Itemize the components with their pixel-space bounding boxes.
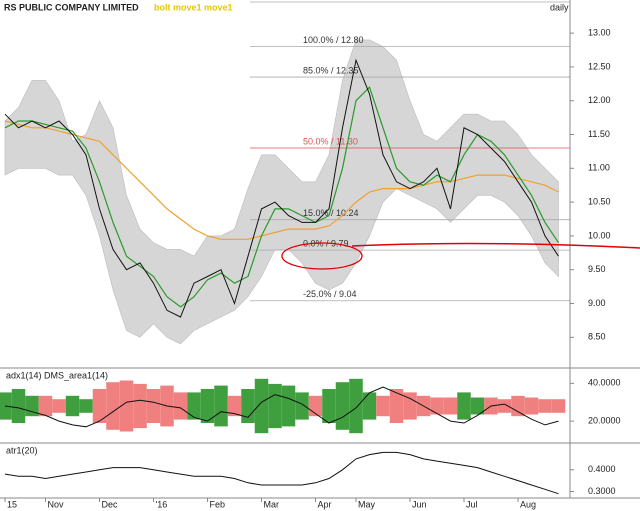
- fib-label: 15.0% / 10.24: [303, 208, 359, 218]
- y-tick-label: 11.50: [588, 129, 610, 139]
- x-tick-label: May: [358, 499, 376, 509]
- dms-bar: [551, 399, 566, 413]
- drawn-line: [351, 242, 640, 249]
- timeframe: daily: [550, 2, 569, 12]
- x-tick-label: Mar: [264, 499, 280, 509]
- dms-bar: [281, 385, 296, 427]
- y-tick-label: 20.0000: [588, 415, 621, 425]
- y-tick-label: 40.0000: [588, 378, 621, 388]
- dms-bar: [511, 395, 525, 417]
- x-tick-label: Jun: [412, 499, 427, 509]
- dms-bar: [227, 395, 242, 417]
- dms-bar: [430, 397, 444, 415]
- y-tick-label: 9.00: [588, 298, 606, 308]
- dms-bar: [376, 395, 390, 417]
- dms-bar: [403, 392, 417, 420]
- y-tick-label: 13.00: [588, 27, 611, 37]
- panel: [4, 451, 559, 495]
- dms-bar: [133, 383, 147, 429]
- dms-bar: [106, 382, 120, 430]
- x-tick-label: '16: [156, 499, 168, 509]
- dms-bar: [52, 399, 66, 413]
- dms-bar: [322, 389, 336, 423]
- dms-bar: [187, 392, 201, 420]
- y-tick-label: 0.3000: [588, 486, 616, 496]
- x-tick-label: 15: [7, 499, 17, 509]
- dms-bar: [443, 397, 458, 415]
- chart-subtitle: bolt move1 move1: [154, 2, 233, 12]
- y-tick-label: 0.4000: [588, 464, 616, 474]
- panel-title: atr1(20): [6, 445, 38, 455]
- y-tick-label: 9.50: [588, 264, 606, 274]
- dms-bar: [349, 378, 363, 434]
- adx-line: [4, 386, 559, 428]
- dms-bar: [11, 389, 26, 423]
- series-line: [4, 58, 559, 318]
- dms-bar: [268, 383, 282, 429]
- dms-bar: [389, 389, 404, 423]
- dms-bar: [362, 392, 377, 420]
- x-tick-label: Dec: [102, 499, 119, 509]
- y-tick-label: 12.50: [588, 61, 611, 71]
- fib-label: 50.0% / 11.30: [303, 136, 358, 146]
- dms-bar: [65, 395, 80, 417]
- panel: [0, 378, 566, 434]
- dms-bar: [254, 378, 269, 434]
- x-tick-label: Feb: [210, 499, 226, 509]
- dms-bar: [200, 389, 215, 423]
- dms-bar: [497, 399, 512, 413]
- dms-bar: [538, 399, 552, 413]
- fib-label: 100.0% / 12.80: [303, 35, 364, 45]
- dms-bar: [38, 395, 53, 417]
- series-line: [4, 120, 559, 240]
- y-tick-label: 11.00: [588, 163, 610, 173]
- dms-bar: [79, 399, 93, 413]
- dms-bar: [241, 389, 255, 423]
- dms-bar: [470, 397, 485, 415]
- x-tick-label: Aug: [520, 499, 536, 509]
- dms-bar: [457, 392, 471, 420]
- panel-title: adx1(14) DMS_area1(14): [6, 370, 108, 380]
- y-tick-label: 10.00: [588, 230, 611, 240]
- chart-title: RS PUBLIC COMPANY LIMITED: [4, 2, 139, 12]
- y-tick-label: 8.50: [588, 332, 606, 342]
- x-tick-label: Jul: [466, 499, 478, 509]
- dms-bar: [146, 389, 161, 423]
- dms-bar: [173, 392, 188, 420]
- dms-bar: [92, 389, 107, 423]
- drawn-circle: [281, 242, 363, 270]
- dms-bar: [335, 382, 350, 430]
- series-line: [4, 451, 559, 495]
- x-tick-label: Nov: [48, 499, 65, 509]
- dms-bar: [524, 397, 539, 415]
- fib-label: 85.0% / 12.35: [303, 65, 359, 75]
- dms-bar: [119, 380, 134, 432]
- dms-bar: [214, 385, 228, 427]
- y-tick-label: 12.00: [588, 95, 611, 105]
- fib-label: -25.0% / 9.04: [303, 289, 357, 299]
- dms-bar: [295, 392, 309, 420]
- x-tick-label: Apr: [318, 499, 332, 509]
- y-tick-label: 10.50: [588, 196, 611, 206]
